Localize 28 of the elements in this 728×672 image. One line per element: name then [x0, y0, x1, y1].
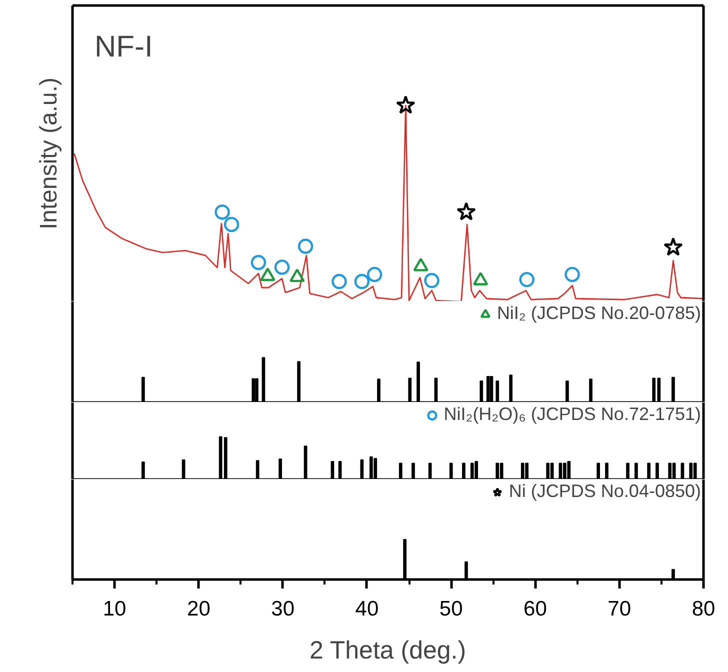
point	[564, 266, 580, 282]
x-tick-label: 20	[187, 598, 210, 620]
point	[250, 254, 266, 270]
x-tick-label: 50	[439, 598, 463, 620]
chart-title: NF-I	[94, 30, 153, 64]
x-tick-label: 60	[524, 598, 547, 620]
x-tick-label: 70	[608, 598, 632, 620]
x-axis-title: 2 Theta (deg.)	[309, 636, 466, 664]
x-tick-label: 80	[692, 598, 716, 620]
point	[214, 204, 230, 220]
x-tick-label: 30	[271, 598, 295, 620]
point	[274, 260, 290, 275]
point	[366, 266, 382, 282]
point	[424, 272, 440, 288]
point	[664, 237, 683, 256]
x-tick-label: 10	[102, 598, 126, 620]
legend-label: Ni (JCPDS No.04-0850)	[508, 481, 701, 502]
point	[456, 202, 476, 220]
x-tick-label: 40	[355, 598, 379, 620]
legend-label: NiI₂(H₂O)₆ (JCPDS No.72-1751)	[444, 404, 701, 425]
point	[332, 274, 347, 290]
point	[354, 274, 370, 290]
point	[224, 216, 240, 232]
point	[298, 238, 314, 254]
point	[519, 272, 534, 288]
point	[396, 95, 416, 114]
legend-label: NiI₂ (JCPDS No.20-0785)	[496, 303, 701, 324]
y-axis-title: Intensity (a.u.)	[36, 77, 62, 230]
